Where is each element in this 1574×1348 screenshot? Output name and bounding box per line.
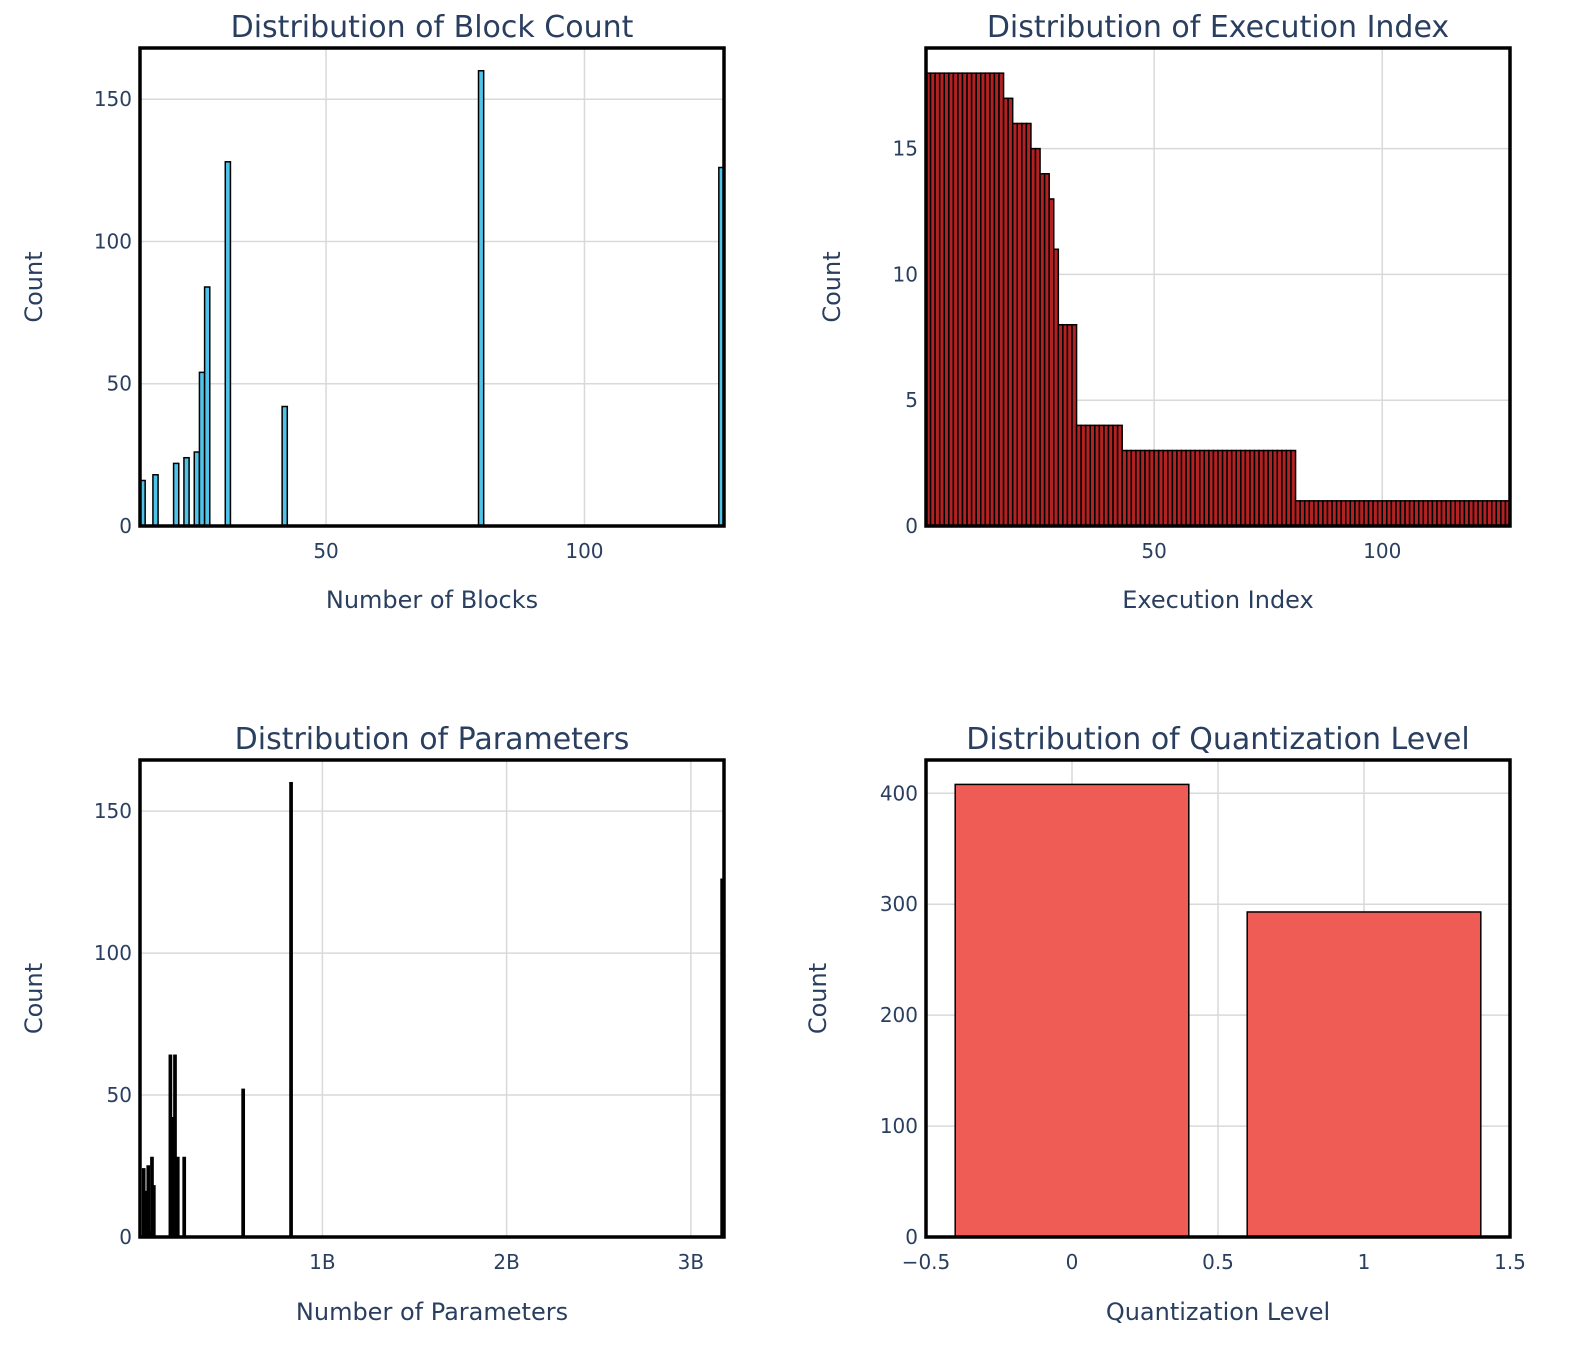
- histogram-bar: [173, 1054, 177, 1238]
- histogram-bar: [175, 1156, 180, 1238]
- y-tick-label: 200: [880, 1003, 918, 1027]
- subplot-3: 1B 2B 3B 0 50 100 150 Distribution of Parameter…: [20, 722, 726, 1326]
- plot-frame: [138, 758, 726, 1239]
- y-axis-label: Count: [804, 963, 832, 1034]
- x-tick-label: 3B: [678, 1250, 704, 1274]
- histogram-bar: [203, 286, 211, 527]
- y-tick-label: 100: [94, 941, 132, 965]
- histogram-bar: [152, 474, 159, 527]
- histogram-bar: [146, 1165, 151, 1238]
- histogram-bar: [172, 462, 180, 527]
- y-tick-label: 150: [94, 799, 132, 823]
- plot-frame: [138, 46, 726, 528]
- x-tick-label: 50: [313, 539, 338, 563]
- histogram-bar: [183, 456, 190, 527]
- histogram-bar: [151, 1185, 156, 1238]
- x-axis-label: Number of Parameters: [296, 1298, 568, 1326]
- histogram-bar: [477, 70, 485, 527]
- x-tick-label: 100: [565, 539, 603, 563]
- x-tick-label: 1B: [309, 1250, 335, 1274]
- histogram-bar: [1246, 911, 1482, 1238]
- y-tick-label: 150: [94, 87, 132, 111]
- histogram-bar: [224, 161, 232, 527]
- chart-title: Distribution of Parameters: [235, 722, 630, 757]
- chart-title: Distribution of Block Count: [231, 10, 634, 45]
- x-tick-label: 100: [1363, 539, 1401, 563]
- chart-title: Distribution of Quantization Level: [966, 722, 1469, 757]
- y-tick-label: 5: [905, 388, 918, 412]
- y-tick-label: 400: [880, 781, 918, 805]
- x-tick-label: 2B: [493, 1250, 519, 1274]
- histogram-bar: [141, 1168, 146, 1238]
- y-tick-label: 100: [880, 1114, 918, 1138]
- histogram-bar: [182, 1156, 187, 1238]
- x-tick-label: −0.5: [902, 1250, 951, 1274]
- y-tick-label: 0: [905, 514, 918, 538]
- y-tick-label: 0: [119, 1225, 132, 1249]
- histogram-bar: [954, 783, 1190, 1238]
- y-axis-label: Count: [20, 251, 48, 322]
- histogram-bar: [289, 781, 293, 1238]
- histogram-bar: [281, 405, 289, 527]
- x-axis-label: Execution Index: [1122, 586, 1313, 614]
- x-axis-label: Quantization Level: [1106, 1298, 1330, 1326]
- x-tick-label: 1.5: [1494, 1250, 1526, 1274]
- y-axis-label: Count: [818, 251, 846, 322]
- y-tick-label: 100: [94, 229, 132, 253]
- x-tick-label: 50: [1141, 539, 1166, 563]
- histogram-bar: [193, 451, 201, 527]
- y-tick-label: 50: [107, 1083, 132, 1107]
- y-axis-label: Count: [20, 963, 48, 1034]
- histogram-bar: [241, 1088, 246, 1238]
- plot-frame: [924, 758, 1512, 1239]
- x-tick-label: 0.5: [1202, 1250, 1234, 1274]
- plot-frame: [924, 46, 1512, 528]
- y-tick-label: 0: [905, 1225, 918, 1249]
- x-axis-label: Number of Blocks: [326, 586, 538, 614]
- y-tick-label: 15: [893, 137, 918, 161]
- histogram-bar: [198, 371, 206, 527]
- y-tick-label: 50: [107, 372, 132, 396]
- y-tick-label: 10: [893, 262, 918, 286]
- y-tick-label: 300: [880, 892, 918, 916]
- x-tick-label: 0: [1066, 1250, 1079, 1274]
- y-tick-label: 0: [119, 514, 132, 538]
- chart-title: Distribution of Execution Index: [987, 10, 1449, 45]
- histogram-bar: [168, 1054, 173, 1238]
- subplot-2: 50 100 0 5 10 15 Distribution of Execution Ind…: [818, 10, 1512, 614]
- subplot-1: 50 100 0 50 100 150 Distribution of Block Coun…: [20, 10, 726, 614]
- x-tick-label: 1: [1358, 1250, 1371, 1274]
